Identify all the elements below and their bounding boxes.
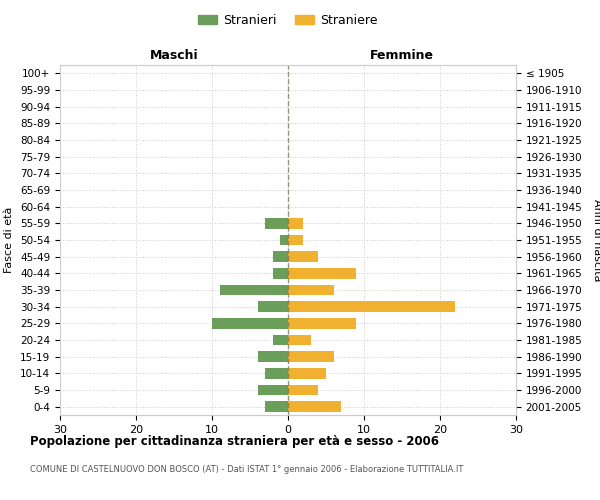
Bar [288, 368, 326, 379]
Bar [280, 234, 288, 246]
Bar [257, 384, 288, 396]
Bar [288, 218, 303, 229]
Bar [273, 268, 288, 279]
Bar [288, 384, 319, 396]
Bar [288, 351, 334, 362]
Bar [273, 251, 288, 262]
Bar [288, 268, 356, 279]
Bar [212, 318, 288, 329]
Bar [265, 401, 288, 412]
Bar [257, 351, 288, 362]
Bar [220, 284, 288, 296]
Text: COMUNE DI CASTELNUOVO DON BOSCO (AT) - Dati ISTAT 1° gennaio 2006 - Elaborazione: COMUNE DI CASTELNUOVO DON BOSCO (AT) - D… [30, 465, 463, 474]
Bar [288, 301, 455, 312]
Bar [257, 301, 288, 312]
Bar [288, 334, 311, 345]
Text: Femmine: Femmine [370, 48, 434, 62]
Bar [288, 401, 341, 412]
Y-axis label: Anni di nascita: Anni di nascita [592, 198, 600, 281]
Bar [265, 218, 288, 229]
Legend: Stranieri, Straniere: Stranieri, Straniere [193, 8, 383, 32]
Bar [265, 368, 288, 379]
Text: Popolazione per cittadinanza straniera per età e sesso - 2006: Popolazione per cittadinanza straniera p… [30, 435, 439, 448]
Bar [288, 284, 334, 296]
Bar [288, 318, 356, 329]
Bar [288, 251, 319, 262]
Text: Maschi: Maschi [149, 48, 199, 62]
Bar [273, 334, 288, 345]
Y-axis label: Fasce di età: Fasce di età [4, 207, 14, 273]
Bar [288, 234, 303, 246]
